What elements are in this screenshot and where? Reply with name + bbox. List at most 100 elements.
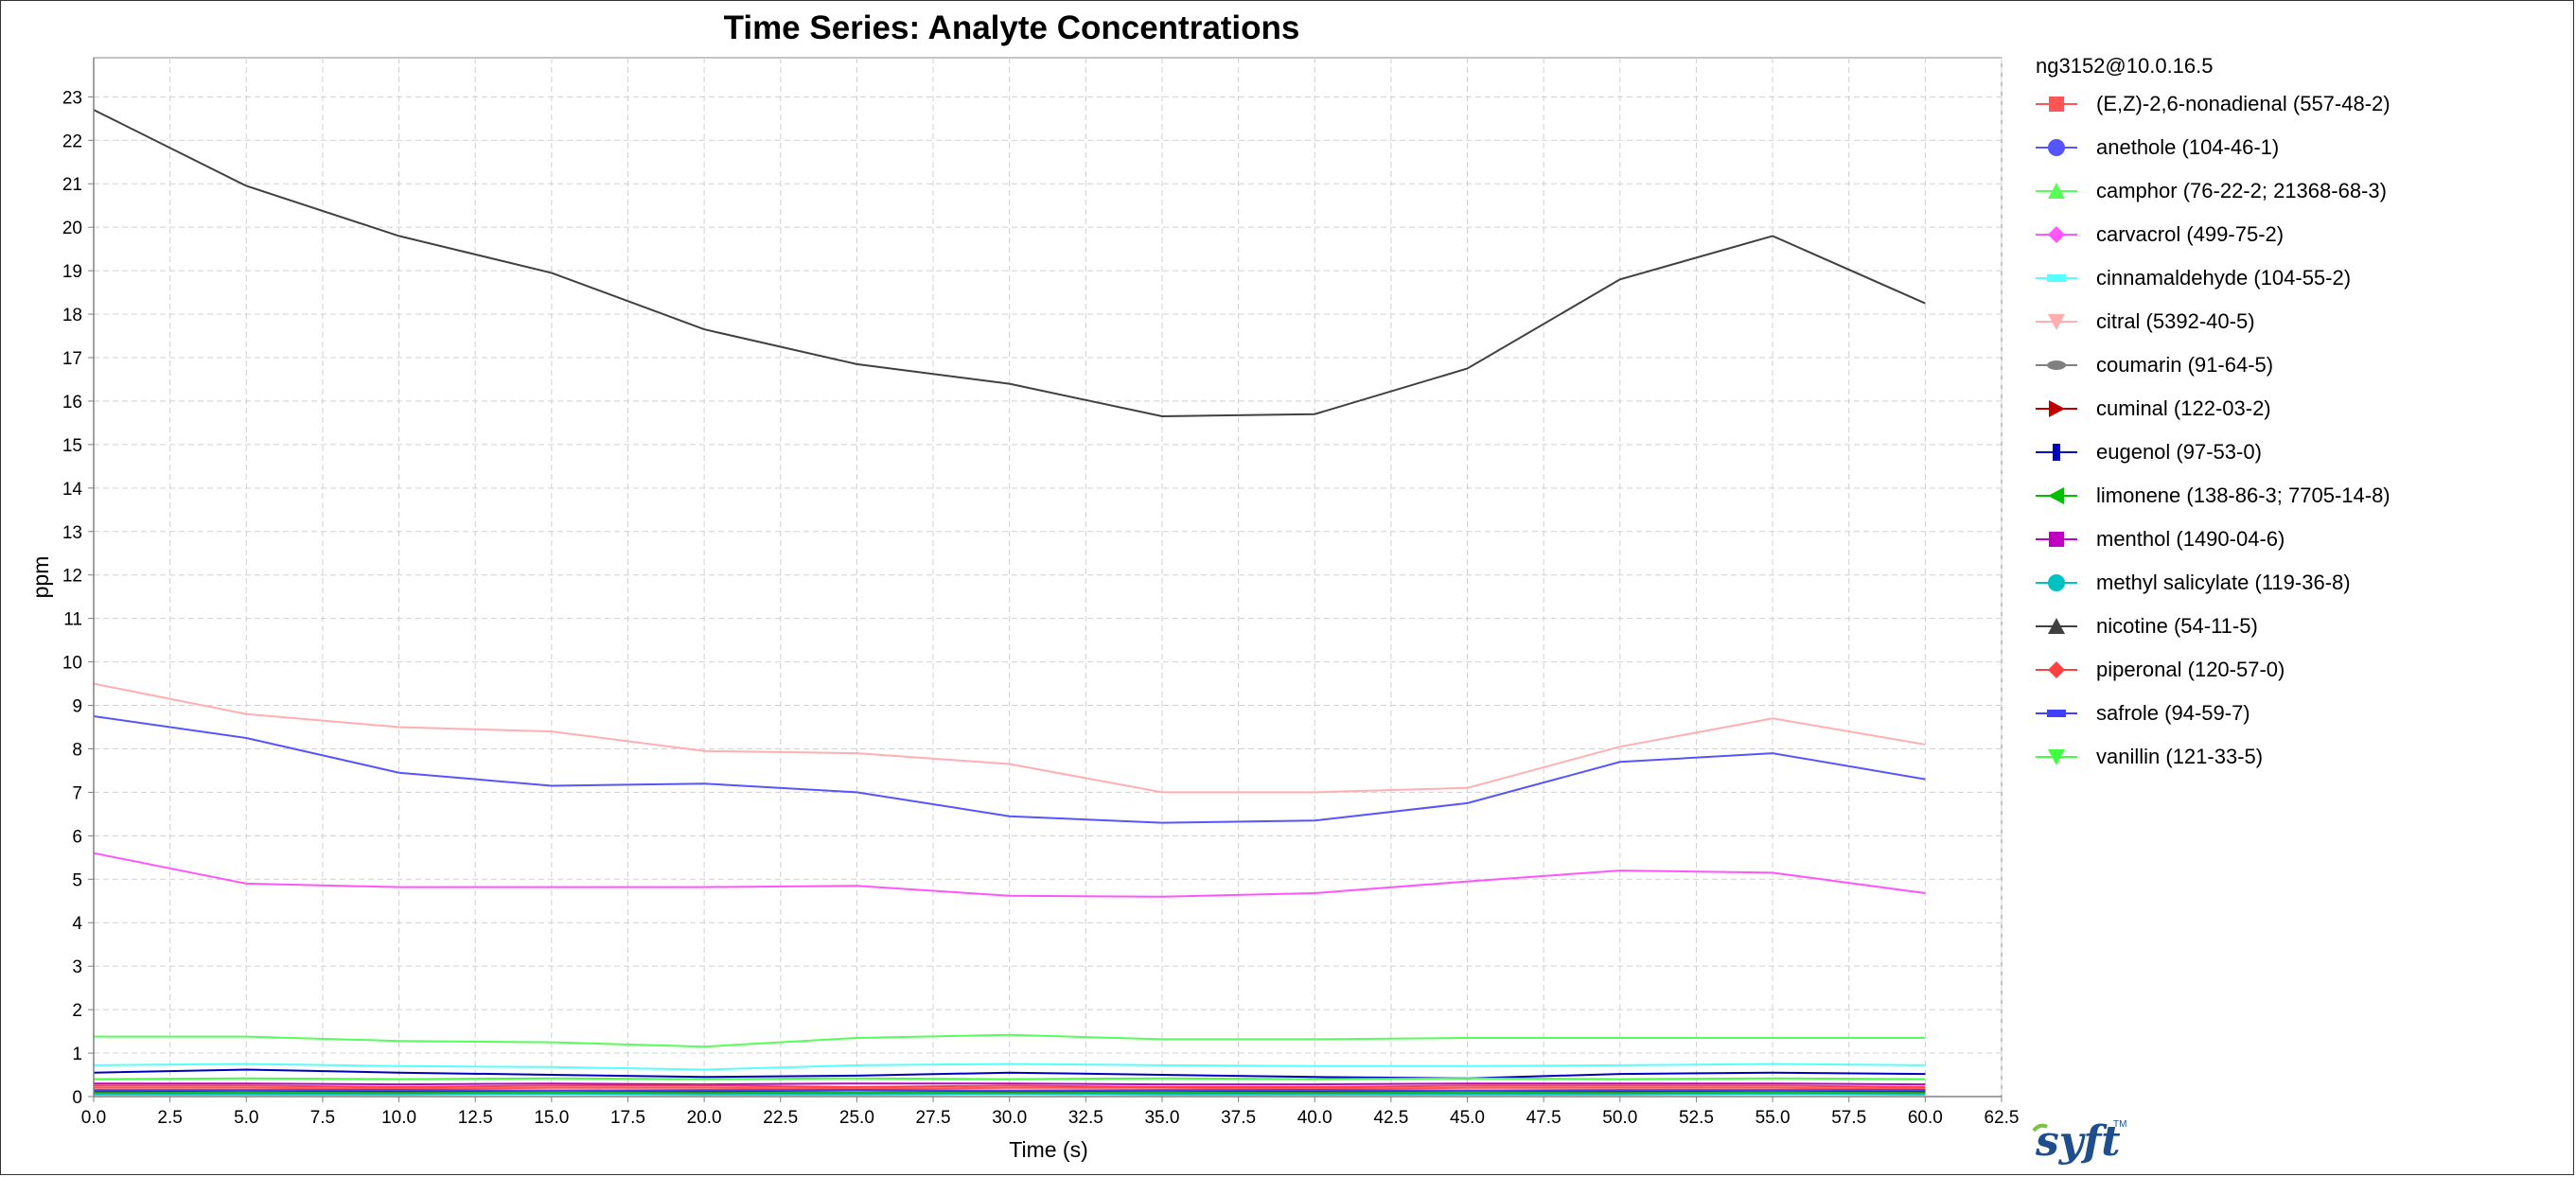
series-line-11 [94,1093,1926,1096]
legend-label: safrole (94-59-7) [2096,701,2250,725]
y-tick-label: 1 [72,1045,82,1064]
legend-item: limonene (138-86-3; 7705-14-8) [2036,474,2566,518]
legend-marker [2036,314,2077,330]
y-tick-label: 14 [62,480,83,500]
legend-label: cinnamaldehyde (104-55-2) [2096,266,2352,290]
x-axis-label: Time (s) [1009,1137,1087,1162]
legend-marker [2036,360,2077,370]
legend-item: methyl salicylate (119-36-8) [2036,561,2566,605]
y-tick-label: 7 [72,783,82,803]
legend-marker [2036,444,2077,461]
legend-label: citral (5392-40-5) [2096,309,2255,333]
grid [94,58,2003,1097]
legend-title: ng3152@10.0.16.5 [2036,54,2214,78]
x-tick-label: 52.5 [1679,1108,1714,1128]
x-tick-label: 20.0 [687,1108,722,1128]
x-tick-label: 50.0 [1602,1108,1637,1128]
legend-label: limonene (138-86-3; 7705-14-8) [2096,483,2391,507]
x-tick-label: 15.0 [534,1108,569,1128]
logo-swoosh [2032,1123,2048,1133]
legend-label: cuminal (122-03-2) [2096,396,2271,420]
y-tick-label: 11 [63,610,82,630]
x-tick-label: 30.0 [992,1108,1027,1128]
series-line-4 [93,1063,1926,1071]
x-tick-label: 27.5 [916,1108,951,1128]
y-tick-label: 19 [62,262,82,282]
legend-item: safrole (94-59-7) [2036,692,2566,735]
legend-items: (E,Z)-2,6-nonadienal (557-48-2) anethole … [2036,82,2566,779]
y-tick-label: 10 [62,654,82,674]
legend-item: (E,Z)-2,6-nonadienal (557-48-2) [2036,82,2566,126]
series-line-13 [94,1084,1926,1088]
legend-label: camphor (76-22-2; 21368-68-3) [2096,179,2387,202]
legend-marker [2036,487,2077,504]
legend-item: camphor (76-22-2; 21368-68-3) [2036,169,2566,213]
y-tick-label: 15 [62,436,82,456]
logo-text: syft [2035,1117,2121,1166]
x-tick-label: 35.0 [1144,1108,1179,1128]
legend-marker [2036,139,2077,156]
y-tick-label: 9 [72,697,82,717]
x-tick-label: 32.5 [1068,1108,1103,1128]
y-tick-label: 6 [72,827,82,847]
y-tick-label: 23 [62,88,82,108]
x-tick-label: 10.0 [381,1108,416,1128]
legend-label: eugenol (97-53-0) [2096,440,2262,464]
series-line-2 [94,1033,1926,1048]
x-tick-label: 37.5 [1221,1108,1256,1128]
series-line-5 [93,682,1926,794]
x-tick-label: 40.0 [1297,1108,1332,1128]
series-line-3 [93,852,1926,898]
x-tick-label: 12.5 [458,1108,493,1128]
legend-item: menthol (1490-04-6) [2036,518,2566,561]
legend-marker [2036,749,2077,765]
x-tick-label: 57.5 [1831,1108,1866,1128]
legend-label: methyl salicylate (119-36-8) [2096,571,2351,594]
x-tick-label: 2.5 [157,1108,182,1128]
legend-marker [2036,226,2077,243]
legend: ng3152@10.0.16.5 (E,Z)-2,6-nonadienal (5… [2036,50,2566,779]
legend-marker [2036,183,2077,199]
legend-item: carvacrol (499-75-2) [2036,213,2566,256]
series-lines [93,109,1926,1096]
legend-item: eugenol (97-53-0) [2036,430,2566,474]
x-tick-label: 0.0 [81,1108,106,1128]
logo-trademark: TM [2113,1119,2126,1130]
x-tick-label: 42.5 [1373,1108,1408,1128]
legend-marker [2036,618,2077,634]
y-tick-label: 20 [62,219,82,238]
legend-marker [2036,97,2077,112]
legend-item: cuminal (122-03-2) [2036,387,2566,430]
y-tick-label: 17 [62,349,82,369]
legend-label: piperonal (120-57-0) [2096,658,2285,681]
legend-label: nicotine (54-11-5) [2096,614,2258,638]
legend-item: piperonal (120-57-0) [2036,648,2566,692]
plot-background [93,57,2003,1098]
x-axis-ticks: 0.0 2.5 5.0 7.5 10.0 12.5 15.0 17.5 20.0 22.5 25.0… [81,1097,2019,1128]
x-tick-label: 17.5 [610,1108,645,1128]
y-tick-label: 4 [72,914,82,934]
legend-label: vanillin (121-33-5) [2096,745,2264,768]
legend-marker [2036,532,2077,547]
x-tick-label: 5.0 [234,1108,258,1128]
y-tick-label: 21 [62,175,82,195]
legend-marker [2036,274,2077,282]
x-tick-label: 45.0 [1450,1108,1485,1128]
x-tick-label: 22.5 [763,1108,798,1128]
legend-marker [2036,710,2077,717]
legend-label: carvacrol (499-75-2) [2096,222,2285,246]
legend-item: cinnamaldehyde (104-55-2) [2036,256,2566,300]
x-tick-label: 60.0 [1908,1108,1943,1128]
series-line-14 [94,1089,1926,1092]
y-tick-label: 3 [72,957,82,977]
legend-marker [2036,574,2077,591]
x-tick-label: 25.0 [839,1108,874,1128]
legend-label: coumarin (91-64-5) [2096,353,2274,377]
y-tick-label: 18 [62,306,82,325]
y-tick-label: 5 [72,870,82,890]
legend-label: (E,Z)-2,6-nonadienal (557-48-2) [2096,92,2391,115]
y-tick-label: 16 [62,393,82,413]
